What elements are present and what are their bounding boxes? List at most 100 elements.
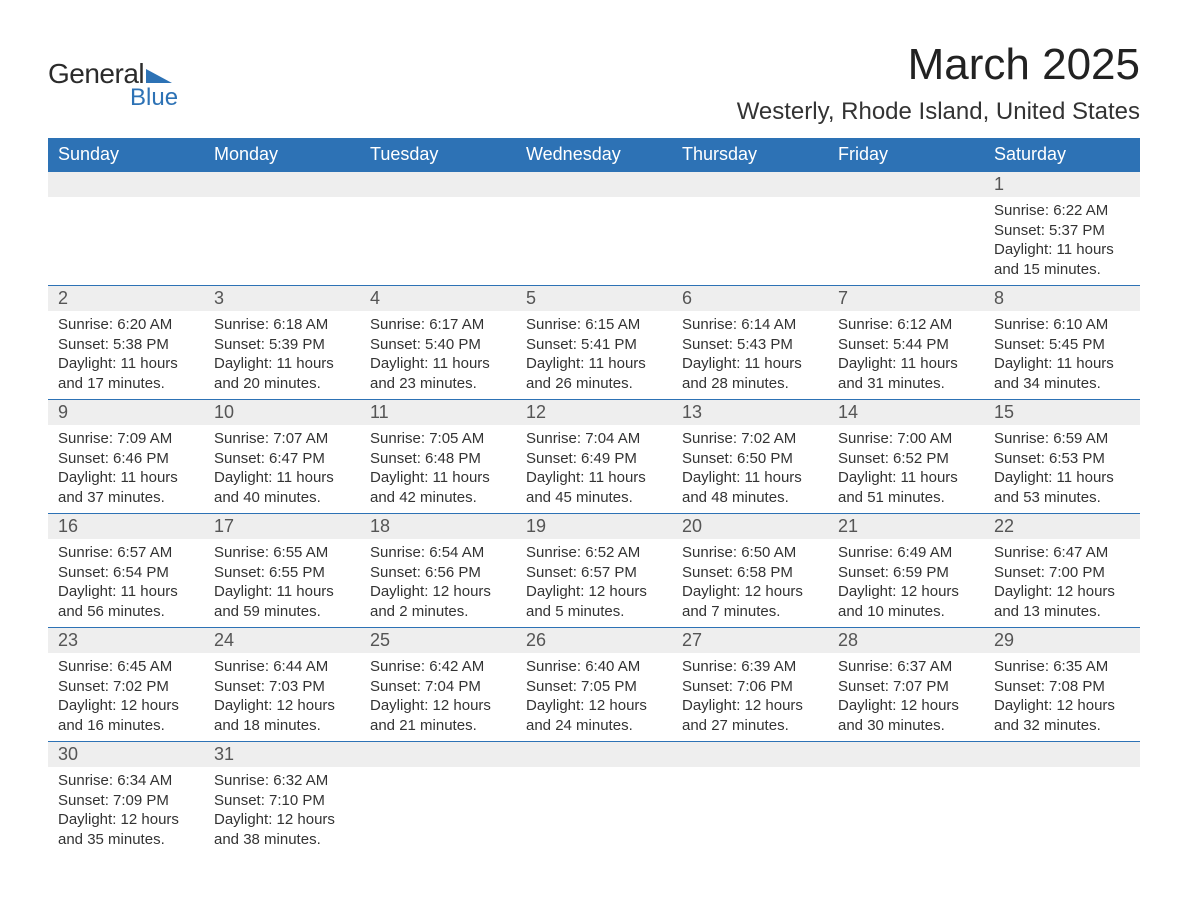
day-number-cell	[204, 172, 360, 198]
daylight-text: Daylight: 11 hours and 15 minutes.	[994, 240, 1130, 279]
sunset-text: Sunset: 6:54 PM	[58, 563, 194, 583]
day-detail-cell: Sunrise: 6:44 AMSunset: 7:03 PMDaylight:…	[204, 653, 360, 742]
daylight-text: Daylight: 11 hours and 45 minutes.	[526, 468, 662, 507]
daylight-text: Daylight: 12 hours and 38 minutes.	[214, 810, 350, 849]
day-number-cell	[360, 172, 516, 198]
sunrise-text: Sunrise: 6:55 AM	[214, 543, 350, 563]
day-detail-cell: Sunrise: 6:18 AMSunset: 5:39 PMDaylight:…	[204, 311, 360, 400]
day-detail-cell: Sunrise: 6:57 AMSunset: 6:54 PMDaylight:…	[48, 539, 204, 628]
day-detail-cell: Sunrise: 6:32 AMSunset: 7:10 PMDaylight:…	[204, 767, 360, 855]
day-detail-cell: Sunrise: 6:45 AMSunset: 7:02 PMDaylight:…	[48, 653, 204, 742]
daylight-text: Daylight: 11 hours and 28 minutes.	[682, 354, 818, 393]
day-number-cell: 3	[204, 286, 360, 312]
day-detail-cell: Sunrise: 6:39 AMSunset: 7:06 PMDaylight:…	[672, 653, 828, 742]
day-detail-cell: Sunrise: 7:04 AMSunset: 6:49 PMDaylight:…	[516, 425, 672, 514]
sunrise-text: Sunrise: 6:34 AM	[58, 771, 194, 791]
daylight-text: Daylight: 11 hours and 26 minutes.	[526, 354, 662, 393]
day-detail-cell: Sunrise: 6:34 AMSunset: 7:09 PMDaylight:…	[48, 767, 204, 855]
day-detail-cell: Sunrise: 6:22 AMSunset: 5:37 PMDaylight:…	[984, 197, 1140, 286]
day-detail-cell	[984, 767, 1140, 855]
sunset-text: Sunset: 7:08 PM	[994, 677, 1130, 697]
day-detail-cell	[672, 197, 828, 286]
day-detail-cell	[828, 767, 984, 855]
sunset-text: Sunset: 6:58 PM	[682, 563, 818, 583]
day-number-cell: 2	[48, 286, 204, 312]
day-detail-cell: Sunrise: 6:49 AMSunset: 6:59 PMDaylight:…	[828, 539, 984, 628]
sunset-text: Sunset: 7:07 PM	[838, 677, 974, 697]
sunset-text: Sunset: 6:55 PM	[214, 563, 350, 583]
day-number-cell: 4	[360, 286, 516, 312]
day-number-cell: 15	[984, 400, 1140, 426]
sunrise-text: Sunrise: 6:42 AM	[370, 657, 506, 677]
day-number-cell	[828, 172, 984, 198]
sunrise-text: Sunrise: 6:35 AM	[994, 657, 1130, 677]
sunrise-text: Sunrise: 6:52 AM	[526, 543, 662, 563]
day-number-cell	[516, 742, 672, 768]
day-number-cell: 12	[516, 400, 672, 426]
day-number-cell: 26	[516, 628, 672, 654]
sunrise-text: Sunrise: 6:10 AM	[994, 315, 1130, 335]
daylight-text: Daylight: 12 hours and 5 minutes.	[526, 582, 662, 621]
sunrise-text: Sunrise: 7:09 AM	[58, 429, 194, 449]
sunset-text: Sunset: 6:53 PM	[994, 449, 1130, 469]
day-number-cell: 18	[360, 514, 516, 540]
sunset-text: Sunset: 5:43 PM	[682, 335, 818, 355]
day-detail-cell: Sunrise: 6:17 AMSunset: 5:40 PMDaylight:…	[360, 311, 516, 400]
calendar-table: SundayMondayTuesdayWednesdayThursdayFrid…	[48, 138, 1140, 855]
sunrise-text: Sunrise: 6:20 AM	[58, 315, 194, 335]
weekday-header: Monday	[204, 138, 360, 172]
sunrise-text: Sunrise: 7:00 AM	[838, 429, 974, 449]
day-detail-cell: Sunrise: 6:40 AMSunset: 7:05 PMDaylight:…	[516, 653, 672, 742]
sunset-text: Sunset: 6:49 PM	[526, 449, 662, 469]
day-number-cell	[672, 172, 828, 198]
day-number-cell: 20	[672, 514, 828, 540]
day-detail-cell: Sunrise: 6:55 AMSunset: 6:55 PMDaylight:…	[204, 539, 360, 628]
day-number-cell: 29	[984, 628, 1140, 654]
day-detail-cell: Sunrise: 6:52 AMSunset: 6:57 PMDaylight:…	[516, 539, 672, 628]
day-detail-cell	[360, 767, 516, 855]
sunset-text: Sunset: 6:48 PM	[370, 449, 506, 469]
daylight-text: Daylight: 12 hours and 27 minutes.	[682, 696, 818, 735]
daylight-text: Daylight: 12 hours and 35 minutes.	[58, 810, 194, 849]
daylight-text: Daylight: 11 hours and 31 minutes.	[838, 354, 974, 393]
day-detail-cell: Sunrise: 6:42 AMSunset: 7:04 PMDaylight:…	[360, 653, 516, 742]
daylight-text: Daylight: 11 hours and 51 minutes.	[838, 468, 974, 507]
sunrise-text: Sunrise: 6:54 AM	[370, 543, 506, 563]
sunset-text: Sunset: 6:57 PM	[526, 563, 662, 583]
day-number-cell: 16	[48, 514, 204, 540]
daylight-text: Daylight: 12 hours and 24 minutes.	[526, 696, 662, 735]
day-detail-cell: Sunrise: 6:50 AMSunset: 6:58 PMDaylight:…	[672, 539, 828, 628]
sunset-text: Sunset: 7:04 PM	[370, 677, 506, 697]
sunrise-text: Sunrise: 6:40 AM	[526, 657, 662, 677]
day-detail-cell: Sunrise: 6:54 AMSunset: 6:56 PMDaylight:…	[360, 539, 516, 628]
daylight-text: Daylight: 11 hours and 42 minutes.	[370, 468, 506, 507]
weekday-header: Sunday	[48, 138, 204, 172]
day-detail-cell: Sunrise: 6:12 AMSunset: 5:44 PMDaylight:…	[828, 311, 984, 400]
day-number-cell	[360, 742, 516, 768]
sunrise-text: Sunrise: 7:04 AM	[526, 429, 662, 449]
day-detail-cell	[516, 197, 672, 286]
daylight-text: Daylight: 11 hours and 23 minutes.	[370, 354, 506, 393]
day-detail-cell: Sunrise: 6:59 AMSunset: 6:53 PMDaylight:…	[984, 425, 1140, 514]
day-detail-cell: Sunrise: 7:07 AMSunset: 6:47 PMDaylight:…	[204, 425, 360, 514]
sunset-text: Sunset: 6:47 PM	[214, 449, 350, 469]
sunrise-text: Sunrise: 6:17 AM	[370, 315, 506, 335]
sunset-text: Sunset: 7:09 PM	[58, 791, 194, 811]
sunset-text: Sunset: 6:56 PM	[370, 563, 506, 583]
day-detail-cell: Sunrise: 6:14 AMSunset: 5:43 PMDaylight:…	[672, 311, 828, 400]
day-number-cell: 19	[516, 514, 672, 540]
sunrise-text: Sunrise: 6:49 AM	[838, 543, 974, 563]
sunset-text: Sunset: 6:46 PM	[58, 449, 194, 469]
sunset-text: Sunset: 6:59 PM	[838, 563, 974, 583]
sunrise-text: Sunrise: 6:32 AM	[214, 771, 350, 791]
day-number-cell: 14	[828, 400, 984, 426]
daylight-text: Daylight: 11 hours and 34 minutes.	[994, 354, 1130, 393]
day-number-cell: 22	[984, 514, 1140, 540]
sunrise-text: Sunrise: 6:12 AM	[838, 315, 974, 335]
day-number-cell	[672, 742, 828, 768]
sunset-text: Sunset: 7:02 PM	[58, 677, 194, 697]
sunset-text: Sunset: 5:37 PM	[994, 221, 1130, 241]
day-detail-cell: Sunrise: 7:05 AMSunset: 6:48 PMDaylight:…	[360, 425, 516, 514]
daylight-text: Daylight: 12 hours and 18 minutes.	[214, 696, 350, 735]
daylight-text: Daylight: 12 hours and 32 minutes.	[994, 696, 1130, 735]
